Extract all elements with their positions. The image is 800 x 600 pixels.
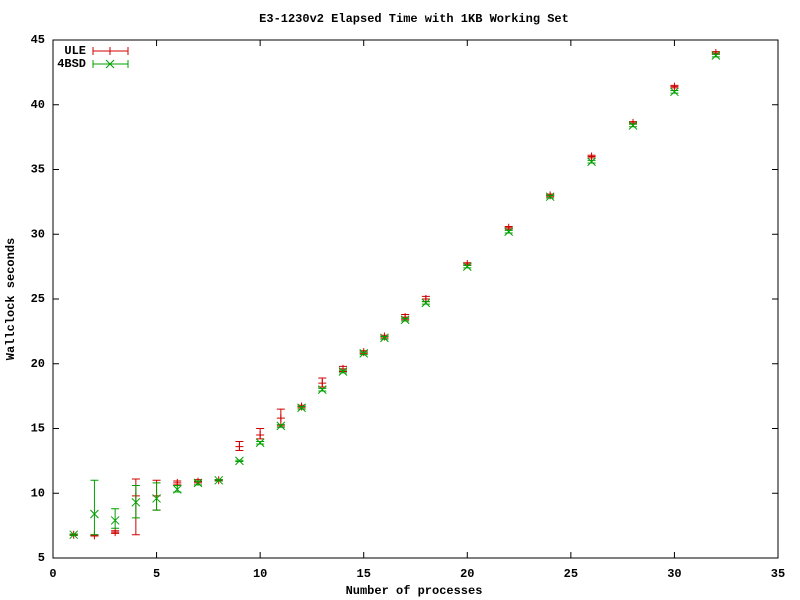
x-tick-label: 15 (357, 567, 371, 581)
y-tick-label: 30 (31, 227, 45, 241)
data-point (111, 528, 120, 537)
data-point (628, 121, 638, 130)
data-point (545, 192, 555, 202)
x-tick-label: 30 (667, 567, 681, 581)
x-tick-label: 20 (460, 567, 474, 581)
x-tick-label: 10 (253, 567, 267, 581)
data-point (462, 262, 472, 271)
data-point (297, 403, 306, 413)
data-point (105, 59, 115, 69)
data-point (400, 315, 410, 325)
y-tick-label: 10 (31, 486, 45, 500)
x-axis-label: Number of processes (346, 584, 483, 598)
y-tick-label: 35 (31, 163, 45, 177)
data-point (421, 298, 431, 308)
data-point (152, 494, 161, 503)
legend-label: 4BSD (57, 57, 86, 71)
error-bar (111, 508, 120, 529)
data-point (359, 349, 369, 358)
error-bar (90, 479, 99, 536)
data-point (106, 47, 114, 55)
plot-frame (52, 39, 779, 559)
data-point (235, 442, 244, 451)
x-tick-label: 0 (49, 567, 56, 581)
chart-title: E3-1230v2 Elapsed Time with 1KB Working … (259, 12, 569, 26)
x-tick-label: 35 (771, 567, 785, 581)
data-point (256, 430, 265, 439)
data-point (338, 367, 348, 376)
data-point (276, 421, 286, 431)
x-tick-label: 25 (564, 567, 578, 581)
y-tick-label: 25 (31, 292, 45, 306)
data-point (90, 509, 99, 519)
data-point (110, 516, 120, 525)
y-tick-label: 20 (31, 357, 45, 371)
y-tick-label: 40 (31, 98, 45, 112)
data-point (670, 87, 679, 97)
data-point (172, 485, 182, 494)
data-point (670, 82, 679, 91)
data-point (318, 379, 327, 388)
x-tick-label: 5 (153, 567, 160, 581)
y-tick-label: 45 (31, 33, 45, 47)
y-tick-label: 5 (38, 551, 45, 565)
data-point (131, 497, 141, 507)
y-axis-label: Wallclock seconds (4, 238, 18, 360)
y-tick-label: 15 (31, 422, 45, 436)
legend-label: ULE (64, 44, 86, 58)
data-point (276, 414, 285, 423)
data-point (711, 51, 721, 60)
data-point (587, 157, 596, 167)
data-point (380, 333, 389, 343)
data-point (317, 385, 327, 395)
data-point (587, 152, 596, 161)
data-point (214, 475, 224, 485)
data-point (255, 438, 265, 448)
data-point (235, 456, 244, 466)
data-point (193, 478, 203, 488)
data-point (504, 227, 514, 237)
error-bar (152, 482, 161, 511)
data-point (69, 530, 79, 540)
